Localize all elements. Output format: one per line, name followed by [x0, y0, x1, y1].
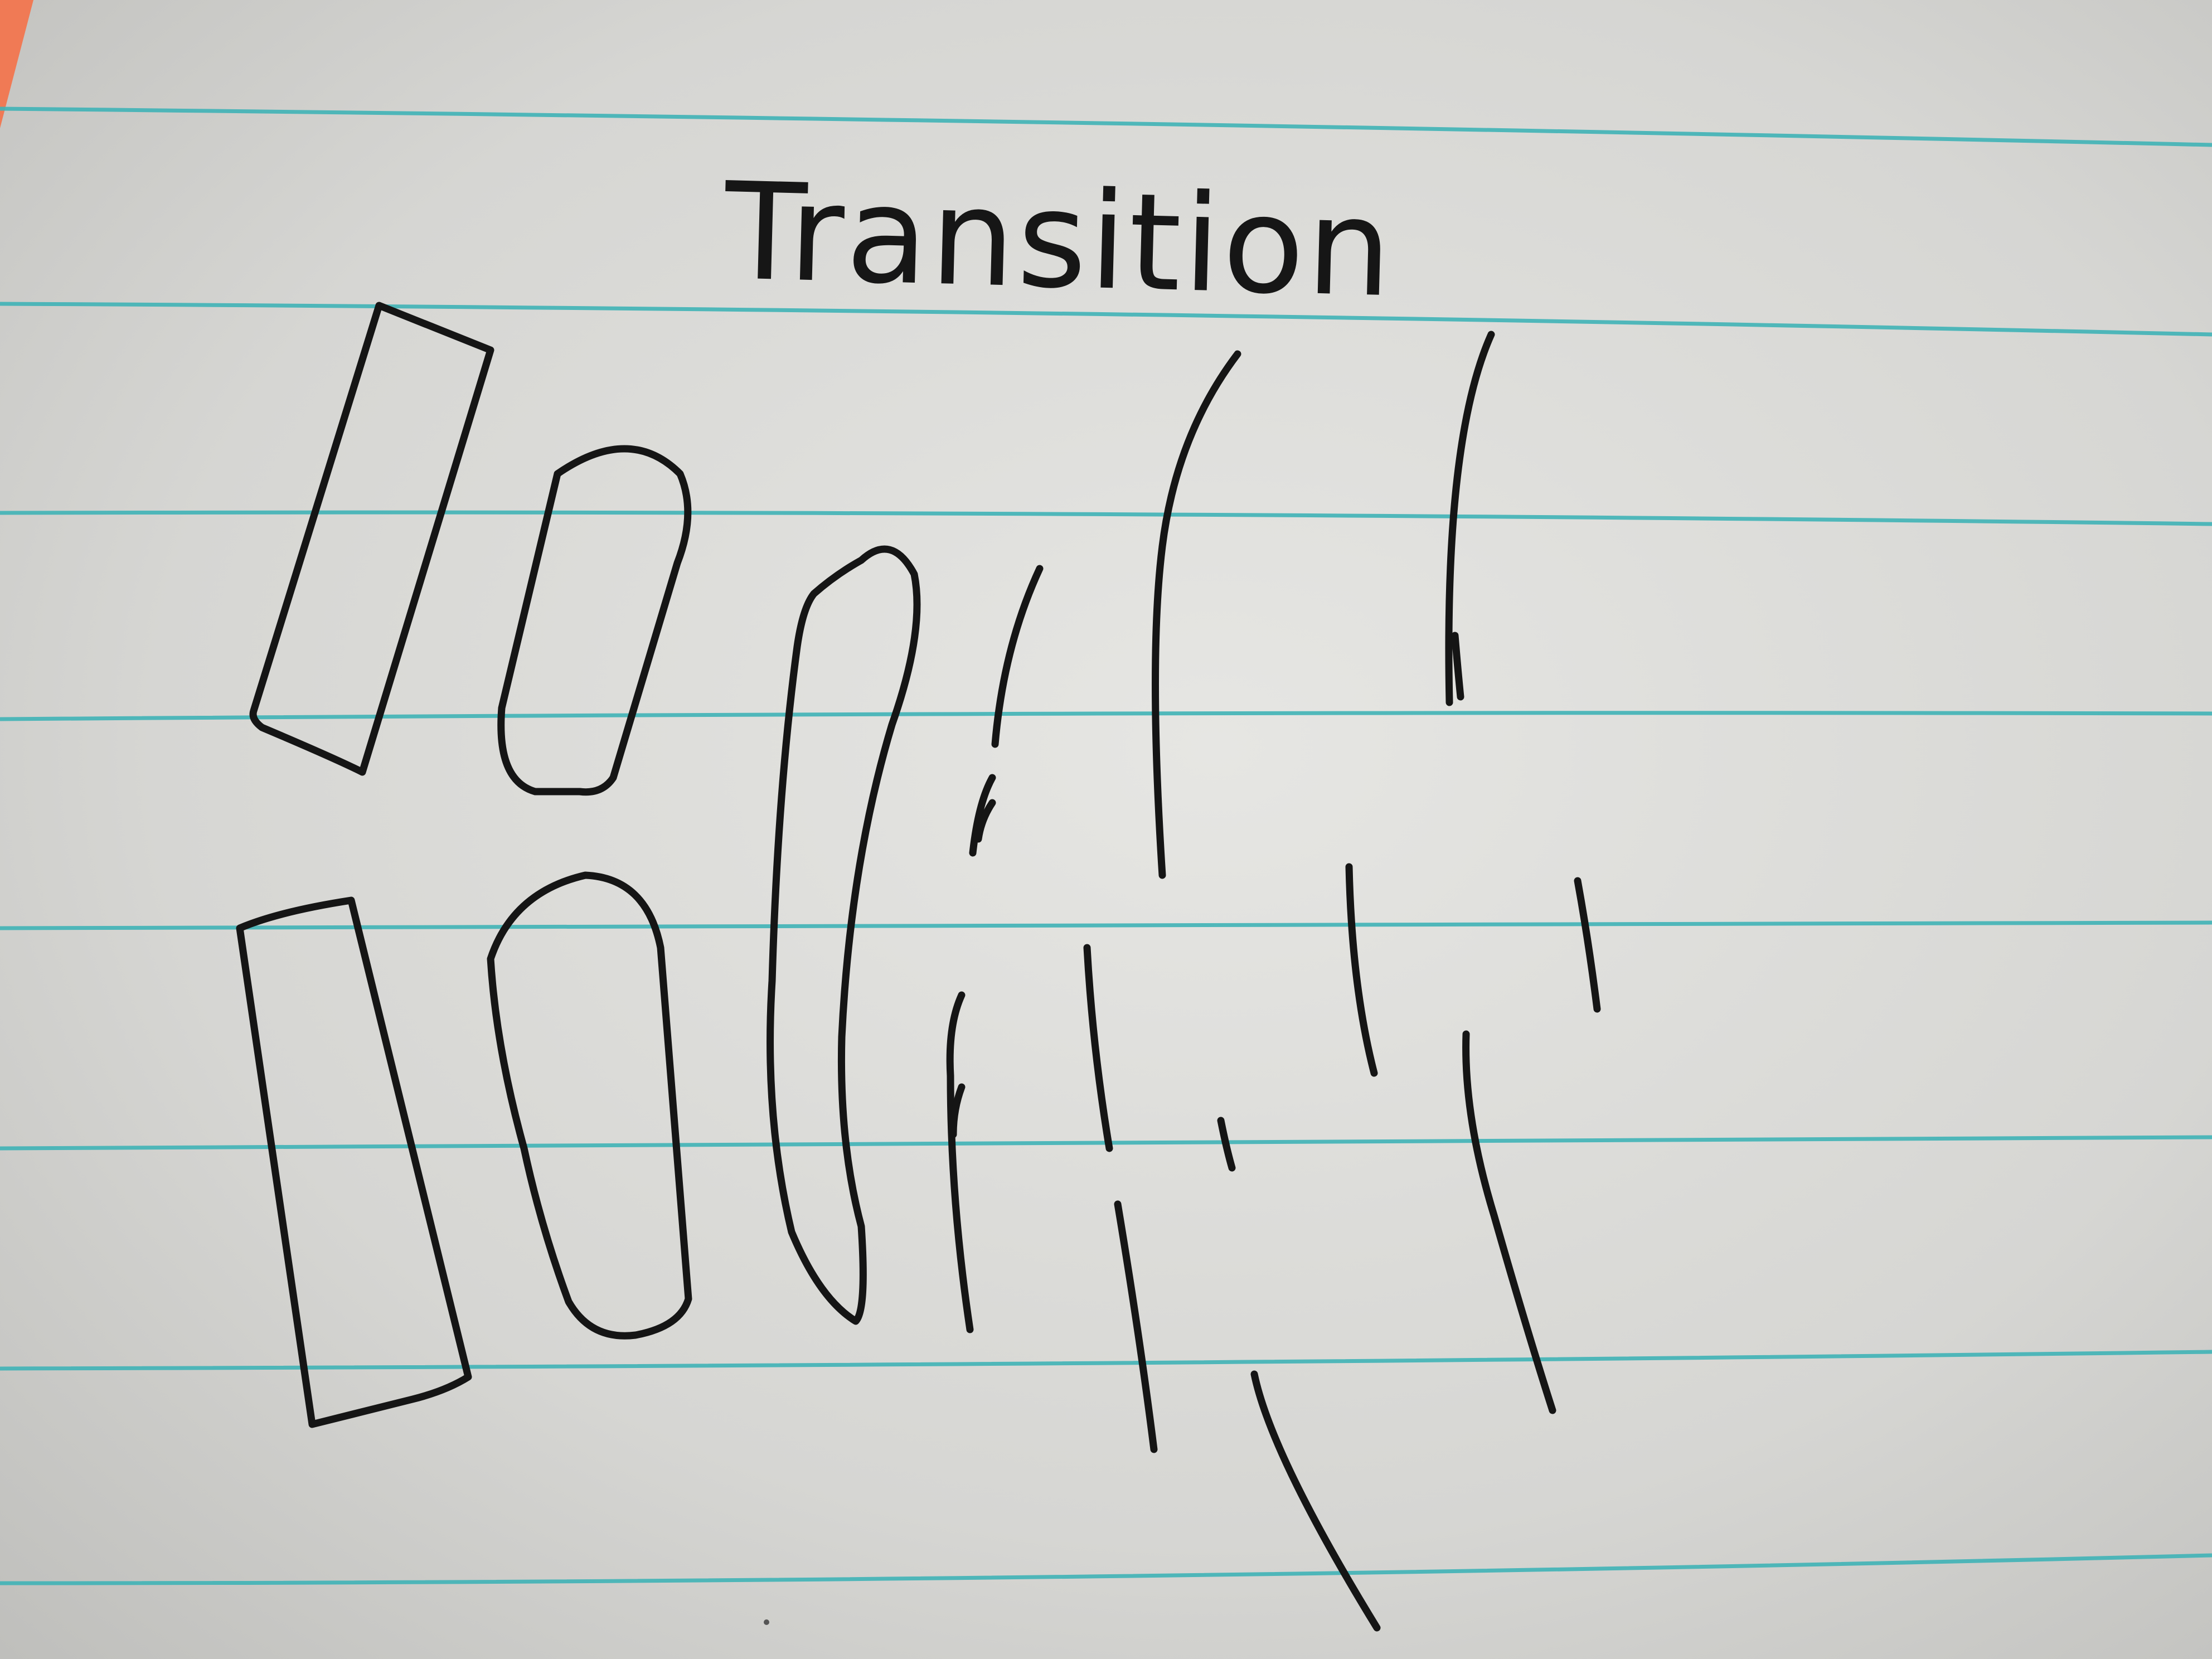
tall-loop-sketch: [767, 545, 921, 1325]
paper-speck: [764, 1619, 769, 1625]
fragment-stroke: [1574, 877, 1601, 1013]
upper-rectangle-sketch: [249, 302, 494, 776]
lower-rectangle-sketch: [236, 896, 472, 1428]
fragment-stroke: [969, 774, 996, 857]
fragment-stroke: [1462, 1030, 1556, 1414]
lower-capsule-sketch: [487, 871, 692, 1340]
fragment-stroke: [1152, 350, 1241, 879]
rule-line: [0, 106, 2212, 147]
fragment-stroke: [1083, 944, 1113, 1152]
fragment-stroke: [1445, 331, 1495, 706]
handwritten-title: Transition: [722, 153, 1396, 327]
rule-line: [0, 920, 2212, 930]
fragment-stroke: [1114, 1200, 1158, 1453]
fragment-stroke: [949, 1083, 966, 1138]
rule-line: [0, 1350, 2212, 1371]
rule-line: [0, 510, 2212, 526]
fragment-stroke: [1451, 632, 1464, 701]
orange-margin-strip: [0, 0, 33, 128]
fragment-stroke: [1217, 1117, 1236, 1172]
ink-drawings: [236, 302, 1601, 1632]
fragment-stroke: [1250, 1370, 1381, 1632]
fragment-stroke: [1345, 863, 1378, 1077]
rule-line: [0, 1553, 2212, 1585]
upper-capsule-sketch: [497, 445, 692, 796]
fragment-stroke: [974, 799, 996, 843]
fragment-stroke: [991, 565, 1044, 748]
rule-line: [0, 711, 2212, 721]
rule-line: [0, 302, 2212, 337]
